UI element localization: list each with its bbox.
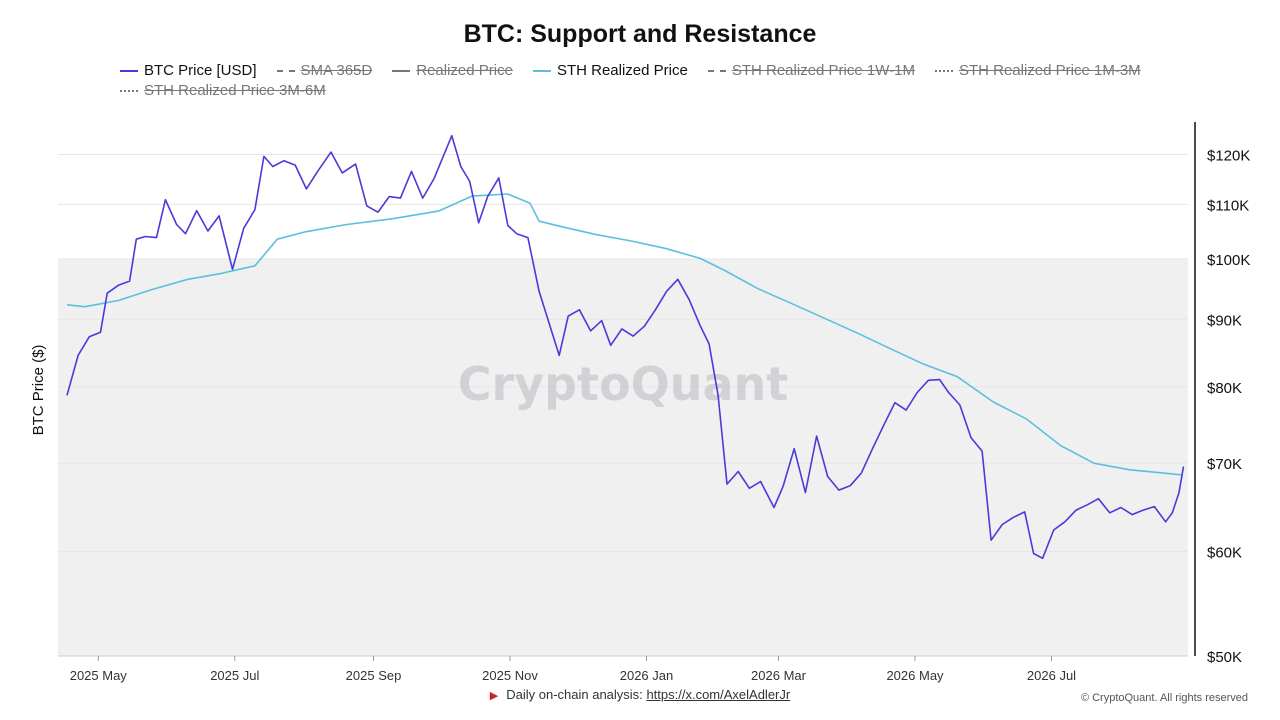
legend-swatch: [934, 69, 953, 72]
legend-item[interactable]: STH Realized Price 1M-3M: [934, 62, 1141, 79]
legend-item[interactable]: STH Realized Price 1W-1M: [707, 62, 915, 79]
legend-swatch: [532, 69, 551, 72]
chart-legend: BTC Price [USD] SMA 365D Realized Price STH…: [120, 62, 1180, 99]
y-tick-label: $50K: [1207, 649, 1242, 666]
y-tick-label: $100K: [1207, 252, 1250, 269]
legend-label: Realized Price: [416, 62, 513, 79]
legend-item[interactable]: Realized Price: [392, 62, 513, 79]
legend-swatch: [392, 69, 411, 72]
x-tick-label: 2026 Mar: [751, 668, 807, 683]
legend-item[interactable]: BTC Price [USD]: [120, 62, 257, 79]
legend-item[interactable]: STH Realized Price 3M-6M: [120, 82, 326, 99]
legend-swatch: [276, 69, 295, 72]
legend-item[interactable]: STH Realized Price: [532, 62, 688, 79]
x-tick-label: 2026 May: [886, 668, 944, 683]
legend-label: STH Realized Price: [556, 62, 688, 79]
y-tick-label: $80K: [1207, 380, 1242, 397]
series-line-sth-realized-price: [66, 193, 1182, 476]
x-tick-label: 2025 Jul: [210, 668, 259, 683]
chart-title: BTC: Support and Resistance: [463, 20, 817, 48]
watermark: CryptoQuant: [458, 357, 789, 411]
footer-link[interactable]: https://x.com/AxelAdlerJr: [646, 687, 791, 702]
legend-label: STH Realized Price 1W-1M: [731, 62, 915, 79]
y-tick-label: $60K: [1207, 545, 1242, 562]
x-tick-label: 2025 Nov: [482, 668, 538, 683]
footer-note: ▶ Daily on-chain analysis: https://x.com/…: [0, 687, 1280, 702]
legend-label: BTC Price [USD]: [144, 62, 257, 79]
x-tick-label: 2026 Jul: [1027, 668, 1076, 683]
footer-text: Daily on-chain analysis:: [506, 687, 643, 702]
y-tick-label: $90K: [1207, 312, 1242, 329]
legend-swatch: [120, 69, 138, 72]
legend-label: STH Realized Price 3M-6M: [144, 82, 326, 99]
y-tick-label: $120K: [1207, 147, 1250, 164]
legend-swatch: [707, 69, 726, 72]
y-tick-label: $110K: [1207, 197, 1249, 214]
x-tick-label: 2025 May: [70, 668, 128, 683]
legend-swatch: [120, 89, 138, 92]
legend-label: STH Realized Price 1M-3M: [958, 62, 1141, 79]
legend-label: SMA 365D: [300, 62, 373, 79]
x-tick-label: 2025 Sep: [346, 668, 402, 683]
shaded-band: [58, 258, 1188, 656]
flag-icon: ▶: [489, 690, 499, 702]
series-line-btc-price-usd: [66, 134, 1185, 560]
copyright-text: © CryptoQuant. All rights reserved: [1080, 692, 1248, 704]
y-tick-label: $70K: [1207, 456, 1242, 473]
x-tick-label: 2026 Jan: [620, 668, 674, 683]
legend-item[interactable]: SMA 365D: [276, 62, 373, 79]
y-axis-label: BTC Price ($): [30, 345, 47, 436]
